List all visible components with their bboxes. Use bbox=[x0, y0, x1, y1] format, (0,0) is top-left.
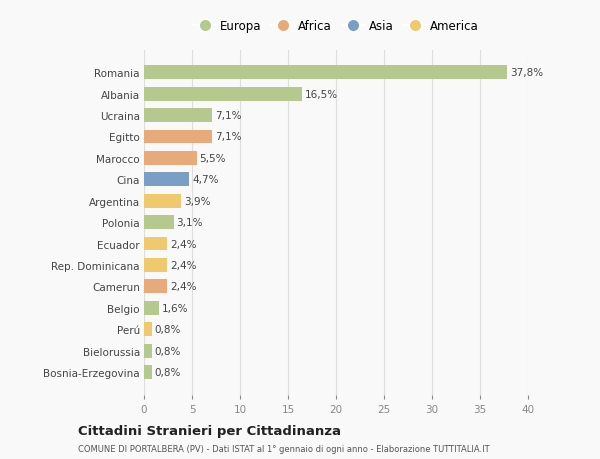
Bar bbox=[144, 365, 152, 379]
Bar bbox=[144, 258, 167, 272]
Text: 0,8%: 0,8% bbox=[155, 367, 181, 377]
Text: 0,8%: 0,8% bbox=[155, 325, 181, 335]
Bar bbox=[144, 216, 174, 230]
Bar bbox=[144, 109, 212, 123]
Text: 2,4%: 2,4% bbox=[170, 260, 196, 270]
Text: 7,1%: 7,1% bbox=[215, 111, 242, 121]
Bar bbox=[144, 323, 152, 336]
Text: 1,6%: 1,6% bbox=[162, 303, 189, 313]
Bar bbox=[144, 88, 302, 101]
Bar bbox=[144, 130, 212, 144]
Text: 2,4%: 2,4% bbox=[170, 239, 196, 249]
Text: COMUNE DI PORTALBERA (PV) - Dati ISTAT al 1° gennaio di ogni anno - Elaborazione: COMUNE DI PORTALBERA (PV) - Dati ISTAT a… bbox=[78, 444, 490, 453]
Text: 16,5%: 16,5% bbox=[305, 90, 338, 100]
Text: 3,9%: 3,9% bbox=[184, 196, 211, 206]
Text: 2,4%: 2,4% bbox=[170, 282, 196, 291]
Text: 3,1%: 3,1% bbox=[176, 218, 203, 228]
Bar bbox=[144, 194, 181, 208]
Text: 5,5%: 5,5% bbox=[200, 154, 226, 163]
Bar bbox=[144, 280, 167, 294]
Legend: Europa, Africa, Asia, America: Europa, Africa, Asia, America bbox=[188, 15, 484, 38]
Bar bbox=[144, 173, 189, 187]
Bar bbox=[144, 301, 160, 315]
Bar bbox=[144, 237, 167, 251]
Text: 4,7%: 4,7% bbox=[192, 175, 218, 185]
Bar bbox=[144, 66, 507, 80]
Text: 7,1%: 7,1% bbox=[215, 132, 242, 142]
Bar bbox=[144, 344, 152, 358]
Text: Cittadini Stranieri per Cittadinanza: Cittadini Stranieri per Cittadinanza bbox=[78, 424, 341, 437]
Text: 0,8%: 0,8% bbox=[155, 346, 181, 356]
Text: 37,8%: 37,8% bbox=[510, 68, 543, 78]
Bar bbox=[144, 151, 197, 166]
